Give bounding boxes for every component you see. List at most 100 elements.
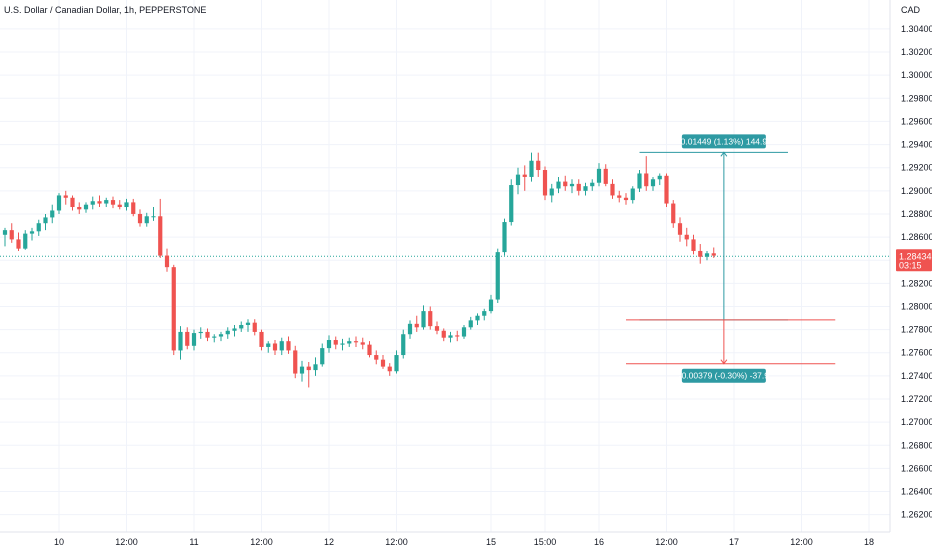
candle bbox=[495, 248, 500, 304]
price-tick-label: 1.30000 bbox=[901, 70, 932, 80]
candle-body bbox=[515, 174, 521, 186]
candle bbox=[347, 337, 352, 347]
candle-body bbox=[448, 335, 453, 338]
measure-down-label: -0.00379 (-0.30%) -37.9 bbox=[679, 371, 770, 381]
candle bbox=[677, 217, 683, 242]
candle bbox=[434, 321, 440, 335]
candle-body bbox=[205, 331, 210, 338]
price-axis[interactable]: 1.30400 1.30200 1.30000 1.29800 1.29600 1.294… bbox=[901, 24, 932, 520]
candle-body bbox=[110, 200, 116, 205]
candle-body bbox=[401, 334, 406, 356]
candle bbox=[137, 209, 143, 227]
candle-body bbox=[299, 366, 305, 374]
candle bbox=[77, 202, 82, 214]
price-badge-value: 1.28434 bbox=[899, 251, 932, 261]
candle bbox=[212, 334, 217, 343]
time-tick-label: 15 bbox=[486, 537, 496, 547]
measure-down[interactable]: -0.00379 (-0.30%) -37.9 bbox=[626, 319, 836, 383]
candle-body bbox=[185, 331, 190, 346]
candle bbox=[380, 355, 386, 369]
candle-body bbox=[360, 342, 365, 345]
candle bbox=[9, 223, 14, 243]
price-tick-label: 1.28800 bbox=[901, 209, 932, 219]
candle bbox=[90, 196, 95, 210]
candle bbox=[475, 313, 480, 325]
currency-label: CAD bbox=[901, 5, 921, 15]
candle-body bbox=[23, 233, 28, 249]
candle-body bbox=[394, 355, 399, 372]
candle bbox=[225, 327, 230, 339]
candle bbox=[698, 244, 703, 264]
candle-body bbox=[218, 334, 224, 337]
candle bbox=[151, 207, 156, 221]
candle bbox=[711, 247, 716, 258]
candle-body bbox=[2, 230, 8, 235]
candle bbox=[394, 350, 399, 374]
candle bbox=[529, 152, 534, 182]
candle bbox=[266, 341, 271, 353]
candle bbox=[407, 320, 413, 339]
candle bbox=[252, 319, 257, 336]
candle bbox=[2, 227, 8, 247]
measure-down-label-box bbox=[681, 368, 766, 383]
candle bbox=[16, 232, 21, 251]
candle bbox=[353, 336, 359, 347]
candle bbox=[333, 336, 338, 350]
candle-body bbox=[509, 185, 514, 223]
candle-body bbox=[306, 366, 311, 371]
candle-body bbox=[367, 344, 372, 356]
candle-body bbox=[475, 315, 480, 321]
price-tick-label: 1.26600 bbox=[901, 463, 932, 473]
candle bbox=[576, 179, 581, 196]
candle bbox=[704, 250, 710, 261]
candle-body bbox=[279, 341, 284, 351]
candle-body bbox=[664, 175, 669, 204]
candle bbox=[414, 315, 419, 332]
price-tick-label: 1.28600 bbox=[901, 232, 932, 242]
price-tick-label: 1.26200 bbox=[901, 510, 932, 520]
candle-body bbox=[421, 311, 426, 328]
candle bbox=[239, 321, 244, 332]
candle bbox=[387, 363, 392, 376]
time-tick-label: 12:00 bbox=[790, 537, 813, 547]
candle bbox=[374, 350, 379, 365]
candle bbox=[482, 308, 487, 321]
candle bbox=[563, 175, 568, 191]
candle bbox=[671, 200, 676, 228]
measure-up[interactable]: 0.01449 (1.13%) 144.9 bbox=[639, 134, 789, 321]
candle bbox=[644, 156, 649, 191]
candle bbox=[299, 360, 305, 382]
time-tick-label: 15:00 bbox=[534, 537, 557, 547]
candle-body bbox=[488, 299, 494, 312]
candle bbox=[340, 338, 345, 351]
time-axis[interactable]: 10 12:00 11 12:00 12 12:00 15 15:00 16 12:00 17 12:… bbox=[54, 537, 874, 547]
time-tick-label: 12:00 bbox=[385, 537, 408, 547]
candle bbox=[684, 227, 689, 247]
candle-body bbox=[90, 201, 95, 205]
candle bbox=[70, 195, 75, 211]
candle-body bbox=[563, 181, 568, 187]
candle bbox=[522, 165, 527, 191]
candle bbox=[623, 193, 629, 205]
candle-body bbox=[623, 197, 629, 201]
candle-body bbox=[50, 210, 55, 218]
candle-body bbox=[83, 204, 89, 210]
time-tick-label: 10 bbox=[54, 537, 64, 547]
candle-body bbox=[353, 341, 359, 343]
candle bbox=[104, 197, 109, 208]
price-tick-label: 1.29200 bbox=[901, 163, 932, 173]
candle bbox=[367, 341, 372, 358]
candle bbox=[63, 190, 68, 205]
candle-body bbox=[164, 255, 170, 268]
candle bbox=[468, 316, 473, 330]
candle-body bbox=[144, 216, 149, 224]
time-tick-label: 17 bbox=[729, 537, 739, 547]
measure-tools[interactable]: 0.01449 (1.13%) 144.9 -0.00379 (-0.30%) -… bbox=[626, 134, 836, 383]
candle-body bbox=[16, 239, 21, 249]
price-tick-label: 1.26400 bbox=[901, 487, 932, 497]
candle-body bbox=[698, 250, 703, 257]
candle-body bbox=[9, 230, 14, 240]
price-tick-label: 1.30200 bbox=[901, 47, 932, 57]
candle-body bbox=[178, 331, 183, 351]
